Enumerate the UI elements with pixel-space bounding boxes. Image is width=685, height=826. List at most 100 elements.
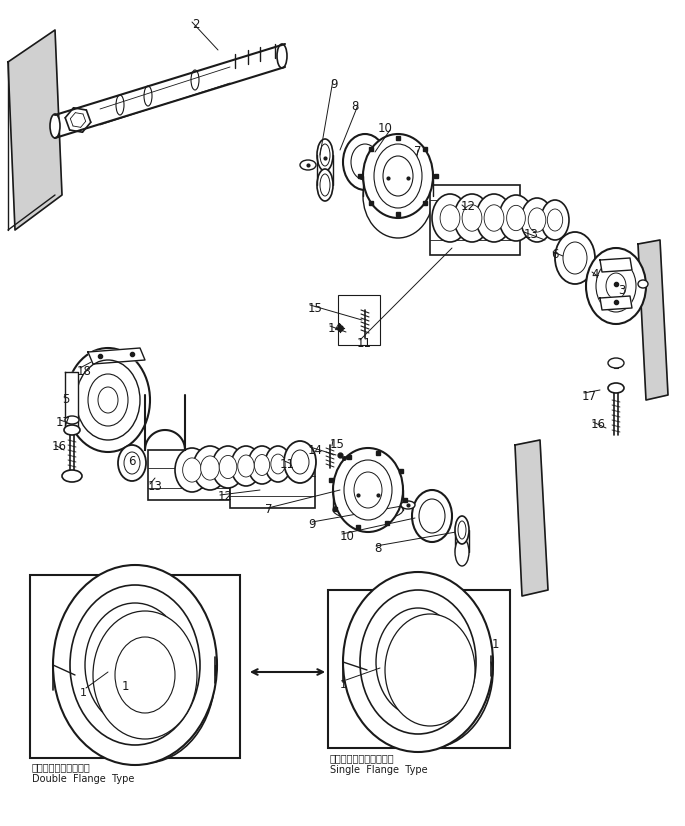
Ellipse shape <box>596 260 636 312</box>
Ellipse shape <box>333 448 403 532</box>
Text: 8: 8 <box>374 542 382 555</box>
Ellipse shape <box>118 445 146 481</box>
Text: 12: 12 <box>218 490 233 503</box>
Ellipse shape <box>462 205 482 231</box>
Text: 1: 1 <box>492 638 499 651</box>
Ellipse shape <box>254 454 270 476</box>
Text: 10: 10 <box>340 530 355 543</box>
Bar <box>30 575 240 758</box>
Ellipse shape <box>75 587 215 763</box>
Ellipse shape <box>201 456 219 480</box>
Text: 1: 1 <box>80 688 87 698</box>
Ellipse shape <box>343 572 493 752</box>
Ellipse shape <box>412 490 452 542</box>
Ellipse shape <box>231 446 261 486</box>
Ellipse shape <box>183 458 201 482</box>
Ellipse shape <box>608 383 624 393</box>
Ellipse shape <box>212 446 244 488</box>
Ellipse shape <box>484 205 504 231</box>
Ellipse shape <box>458 521 466 539</box>
Ellipse shape <box>320 144 330 166</box>
Ellipse shape <box>115 639 155 691</box>
Text: 10: 10 <box>378 122 393 135</box>
Text: 16: 16 <box>52 440 67 453</box>
Polygon shape <box>600 296 632 310</box>
Text: 13: 13 <box>524 228 539 241</box>
Ellipse shape <box>98 387 118 413</box>
Ellipse shape <box>360 590 476 734</box>
Ellipse shape <box>385 614 475 726</box>
Bar <box>148 450 230 500</box>
Polygon shape <box>638 240 668 400</box>
Ellipse shape <box>363 134 433 218</box>
Ellipse shape <box>65 416 79 424</box>
Text: 14: 14 <box>328 322 343 335</box>
Ellipse shape <box>392 628 444 696</box>
Ellipse shape <box>76 360 140 440</box>
Polygon shape <box>65 372 78 428</box>
Ellipse shape <box>419 499 445 533</box>
Ellipse shape <box>476 194 512 242</box>
Text: 16: 16 <box>591 418 606 431</box>
Text: 1: 1 <box>122 680 129 693</box>
Text: 5: 5 <box>62 393 69 406</box>
Text: 6: 6 <box>128 455 136 468</box>
Ellipse shape <box>291 450 309 474</box>
Text: シングルフランジタイプ: シングルフランジタイプ <box>330 753 395 763</box>
Ellipse shape <box>50 114 60 138</box>
Text: 7: 7 <box>265 503 273 516</box>
Ellipse shape <box>317 169 333 201</box>
Ellipse shape <box>193 446 227 490</box>
Ellipse shape <box>320 174 330 196</box>
Ellipse shape <box>638 280 648 288</box>
Ellipse shape <box>528 208 546 232</box>
Ellipse shape <box>116 95 124 115</box>
Ellipse shape <box>586 248 646 324</box>
Ellipse shape <box>64 425 80 435</box>
Ellipse shape <box>88 374 128 426</box>
Ellipse shape <box>70 585 200 745</box>
Ellipse shape <box>367 592 493 748</box>
Text: 9: 9 <box>308 518 316 531</box>
Bar <box>338 295 380 345</box>
Text: 11: 11 <box>280 458 295 471</box>
Ellipse shape <box>454 194 490 242</box>
Ellipse shape <box>300 160 316 170</box>
Text: ダブルフランジタイプ: ダブルフランジタイプ <box>32 762 90 772</box>
Ellipse shape <box>343 134 387 190</box>
Text: 15: 15 <box>330 438 345 451</box>
Text: Double  Flange  Type: Double Flange Type <box>32 774 134 784</box>
Ellipse shape <box>175 448 209 492</box>
Bar <box>328 590 510 748</box>
Ellipse shape <box>606 273 626 299</box>
Ellipse shape <box>354 472 382 508</box>
Text: 7: 7 <box>414 145 421 158</box>
Ellipse shape <box>265 446 291 482</box>
Bar <box>430 185 520 255</box>
Ellipse shape <box>401 501 415 509</box>
Text: 17: 17 <box>56 416 71 429</box>
Polygon shape <box>88 348 145 364</box>
Ellipse shape <box>85 603 185 727</box>
Ellipse shape <box>455 516 469 544</box>
Ellipse shape <box>376 608 460 716</box>
Ellipse shape <box>62 470 82 482</box>
Text: 14: 14 <box>308 444 323 457</box>
Text: 3: 3 <box>618 284 625 297</box>
Text: 18: 18 <box>77 365 92 378</box>
Text: 6: 6 <box>551 248 558 261</box>
Ellipse shape <box>507 206 525 230</box>
Ellipse shape <box>124 452 140 474</box>
Ellipse shape <box>374 144 422 208</box>
Ellipse shape <box>521 198 553 242</box>
Text: 15: 15 <box>308 302 323 315</box>
Polygon shape <box>515 440 548 596</box>
Ellipse shape <box>248 446 276 484</box>
Ellipse shape <box>547 209 562 231</box>
Ellipse shape <box>440 205 460 231</box>
Text: 8: 8 <box>351 100 358 113</box>
Ellipse shape <box>277 44 287 68</box>
Text: 9: 9 <box>330 78 338 91</box>
Text: 13: 13 <box>148 480 163 493</box>
Ellipse shape <box>608 358 624 368</box>
